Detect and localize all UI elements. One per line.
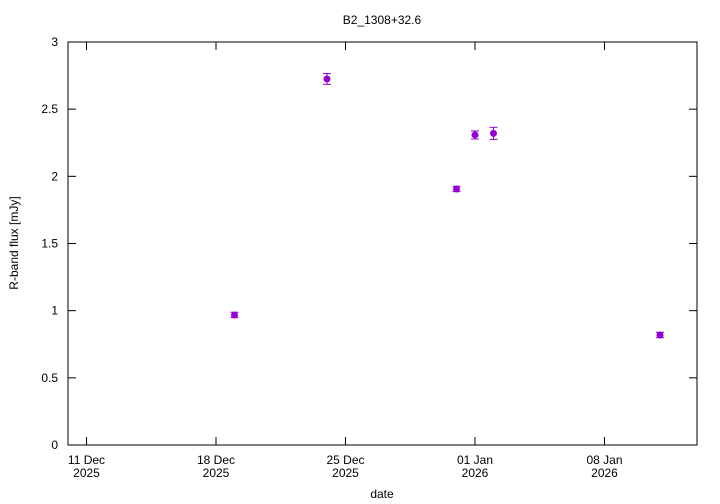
- x-tick-label: 2025: [203, 466, 230, 480]
- data-point: [453, 185, 460, 193]
- data-point: [471, 131, 479, 139]
- data-point: [231, 311, 238, 319]
- x-tick-label: 01 Jan: [457, 453, 493, 467]
- x-tick-label: 11 Dec: [68, 453, 105, 467]
- x-tick-label: 25 Dec: [326, 453, 364, 467]
- x-tick-label: 2026: [591, 466, 618, 480]
- x-tick-label: 2026: [462, 466, 489, 480]
- data-point: [323, 75, 331, 83]
- y-tick-label: 2.5: [41, 102, 58, 116]
- data-point: [656, 331, 664, 339]
- y-tick-label: 3: [51, 35, 58, 49]
- y-tick-label: 1: [51, 304, 58, 318]
- x-tick-label: 08 Jan: [586, 453, 622, 467]
- y-tick-label: 0.5: [41, 371, 58, 385]
- data-point: [490, 129, 497, 137]
- chart-title: B2_1308+32.6: [343, 13, 422, 27]
- x-axis-label: date: [370, 487, 394, 501]
- plot-border: [67, 41, 698, 446]
- x-tick-label: 2025: [332, 466, 359, 480]
- y-tick-label: 2: [51, 169, 58, 183]
- y-axis-label: R-band flux [mJy]: [7, 196, 21, 289]
- y-tick-label: 0: [51, 438, 58, 452]
- x-tick-label: 2025: [73, 466, 100, 480]
- y-tick-label: 1.5: [41, 237, 58, 251]
- x-tick-label: 18 Dec: [197, 453, 235, 467]
